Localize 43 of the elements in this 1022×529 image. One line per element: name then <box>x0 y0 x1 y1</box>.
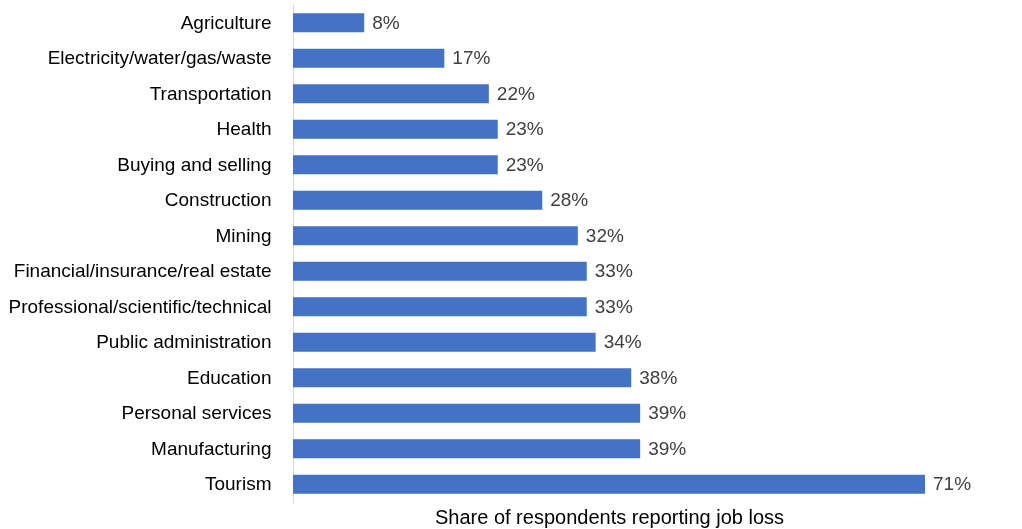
y-tick-label: Mining <box>215 224 272 246</box>
y-tick-label: Manufacturing <box>151 437 272 459</box>
bar <box>293 190 543 210</box>
data-label: 22% <box>496 82 535 104</box>
y-tick-label: Electricity/water/gas/waste <box>47 47 272 69</box>
bar <box>293 403 641 423</box>
bar <box>293 13 365 33</box>
data-label: 33% <box>594 260 633 282</box>
bar <box>293 226 578 246</box>
y-tick-label: Transportation <box>149 82 272 104</box>
y-tick-label: Personal services <box>121 402 272 424</box>
bar <box>293 84 489 104</box>
bar <box>293 332 596 352</box>
y-tick-label: Public administration <box>96 331 272 353</box>
data-label: 28% <box>550 189 589 211</box>
data-label: 33% <box>594 295 633 317</box>
y-tick-label: Buying and selling <box>117 153 272 175</box>
bar <box>293 297 587 317</box>
bar <box>293 368 632 388</box>
data-label: 39% <box>648 402 687 424</box>
data-label: 71% <box>933 473 972 495</box>
bar <box>293 474 925 494</box>
bar <box>293 155 498 175</box>
data-label: 38% <box>639 366 678 388</box>
y-tick-label: Financial/insurance/real estate <box>13 260 272 282</box>
x-axis-title: Share of respondents reporting job loss <box>434 505 785 528</box>
data-label: 17% <box>452 47 491 69</box>
y-tick-label: Construction <box>164 189 272 211</box>
data-label: 23% <box>505 118 544 140</box>
data-label: 39% <box>648 437 687 459</box>
bar <box>293 48 445 68</box>
y-tick-label: Tourism <box>204 473 272 495</box>
bar <box>293 439 641 459</box>
bar <box>293 261 587 281</box>
data-label: 32% <box>585 224 624 246</box>
bar <box>293 119 498 139</box>
y-tick-label: Professional/scientific/technical <box>8 295 272 317</box>
y-tick-label: Education <box>186 366 272 388</box>
y-tick-label: Agriculture <box>180 11 272 33</box>
data-label: 34% <box>603 331 642 353</box>
data-label: 23% <box>505 153 544 175</box>
data-label: 8% <box>372 11 400 33</box>
y-tick-label: Health <box>216 118 272 140</box>
